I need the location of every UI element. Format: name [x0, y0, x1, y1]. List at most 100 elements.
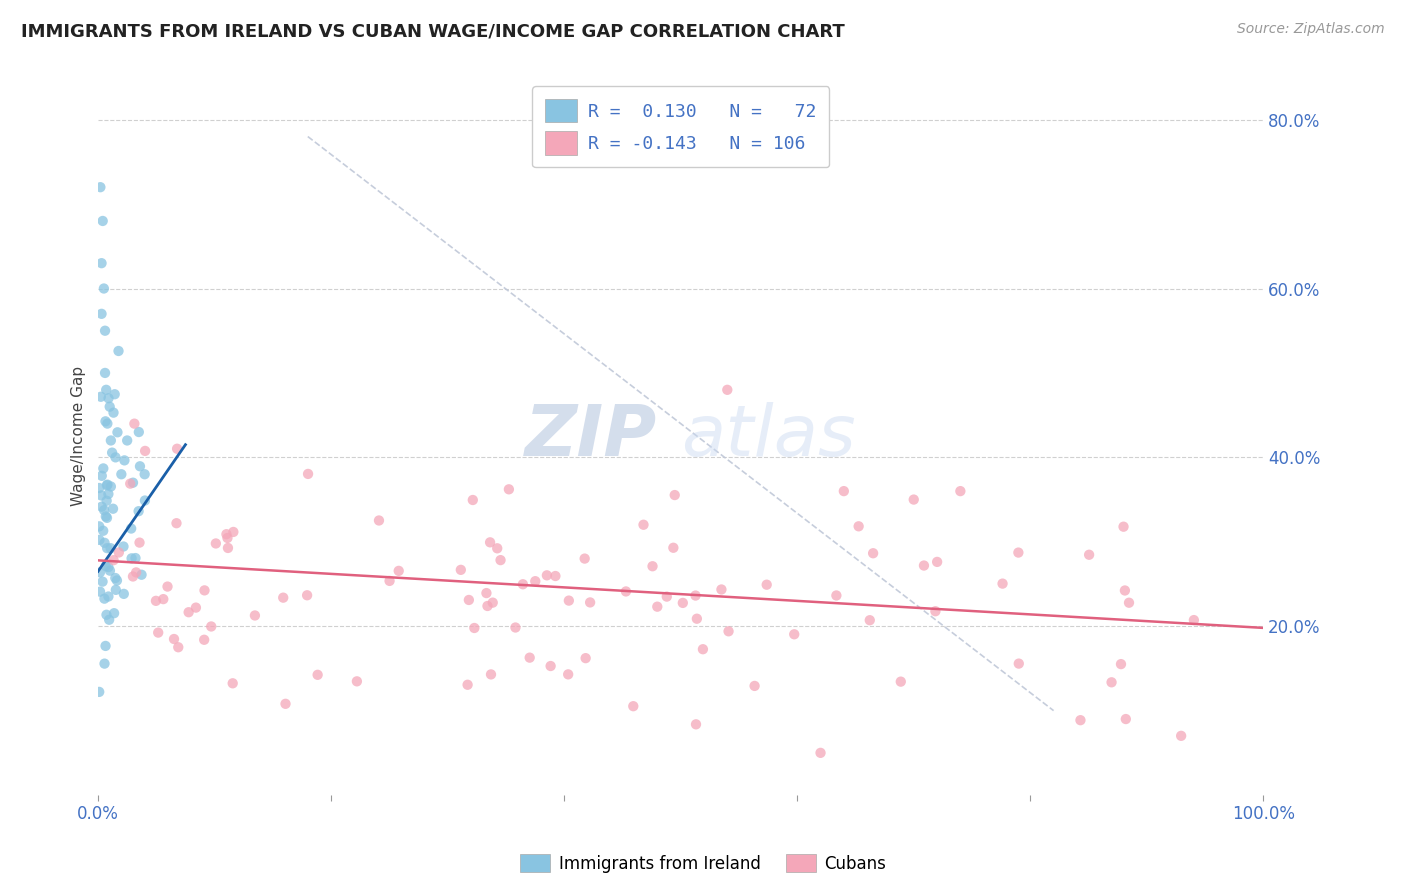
Point: [912, 558, 935, 573]
Point: [498, 483, 520, 497]
Point: [307, 668, 329, 682]
Point: [89, 685, 111, 699]
Point: [614, 584, 637, 599]
Point: [574, 551, 596, 566]
Point: [243, 608, 266, 623]
Point: [641, 559, 664, 574]
Point: [104, 582, 127, 597]
Point: [557, 667, 579, 681]
Point: [744, 679, 766, 693]
Point: [664, 488, 686, 502]
Point: [1008, 657, 1031, 671]
Point: [193, 632, 215, 647]
Point: [122, 475, 145, 490]
Point: [184, 600, 207, 615]
Point: [479, 535, 502, 549]
Point: [124, 551, 146, 566]
Point: [107, 425, 129, 440]
Point: [134, 493, 156, 508]
Point: [1069, 713, 1091, 727]
Point: [1109, 657, 1132, 672]
Point: [100, 541, 122, 556]
Point: [91, 524, 114, 538]
Point: [112, 540, 135, 554]
Text: IMMIGRANTS FROM IRELAND VS CUBAN WAGE/INCOME GAP CORRELATION CHART: IMMIGRANTS FROM IRELAND VS CUBAN WAGE/IN…: [21, 22, 845, 40]
Point: [101, 501, 124, 516]
Point: [477, 599, 499, 613]
Point: [93, 657, 115, 671]
Point: [104, 387, 127, 401]
Point: [91, 461, 114, 475]
Point: [89, 519, 111, 533]
Text: atlas: atlas: [681, 401, 855, 471]
Point: [89, 584, 111, 599]
Point: [662, 541, 685, 555]
Point: [103, 406, 125, 420]
Point: [810, 746, 832, 760]
Point: [633, 517, 655, 532]
Point: [148, 625, 170, 640]
Point: [97, 590, 120, 604]
Point: [128, 504, 150, 518]
Point: [112, 453, 135, 467]
Point: [98, 613, 121, 627]
Point: [575, 651, 598, 665]
Point: [93, 503, 115, 517]
Point: [686, 612, 709, 626]
Legend: R =  0.130   N =   72, R = -0.143   N = 106: R = 0.130 N = 72, R = -0.143 N = 106: [533, 87, 830, 167]
Point: [536, 568, 558, 582]
Point: [378, 574, 401, 588]
Point: [90, 307, 112, 321]
Point: [166, 442, 188, 456]
Point: [859, 613, 882, 627]
Point: [825, 589, 848, 603]
Point: [134, 444, 156, 458]
Point: [645, 599, 668, 614]
Point: [489, 553, 512, 567]
Point: [215, 527, 238, 541]
Point: [1112, 519, 1135, 533]
Point: [271, 591, 294, 605]
Point: [128, 535, 150, 549]
Point: [924, 604, 946, 618]
Point: [96, 417, 118, 431]
Point: [297, 467, 319, 481]
Point: [103, 553, 125, 567]
Point: [96, 511, 118, 525]
Point: [90, 500, 112, 514]
Point: [193, 583, 215, 598]
Point: [862, 546, 884, 560]
Point: [163, 632, 186, 646]
Point: [832, 484, 855, 499]
Point: [655, 590, 678, 604]
Point: [128, 425, 150, 439]
Point: [475, 586, 498, 600]
Point: [1182, 613, 1205, 627]
Point: [97, 560, 120, 574]
Point: [505, 620, 527, 634]
Point: [105, 574, 128, 588]
Point: [716, 383, 738, 397]
Point: [97, 391, 120, 405]
Point: [450, 563, 472, 577]
Point: [1118, 596, 1140, 610]
Point: [685, 717, 707, 731]
Point: [101, 445, 124, 459]
Point: [295, 588, 318, 602]
Point: [692, 642, 714, 657]
Point: [949, 484, 972, 499]
Point: [1101, 675, 1123, 690]
Point: [89, 180, 111, 194]
Point: [685, 589, 707, 603]
Point: [177, 605, 200, 619]
Legend: Immigrants from Ireland, Cubans: Immigrants from Ireland, Cubans: [513, 847, 893, 880]
Point: [97, 487, 120, 501]
Point: [93, 281, 115, 295]
Point: [457, 593, 479, 607]
Point: [122, 569, 145, 583]
Point: [783, 627, 806, 641]
Point: [93, 591, 115, 606]
Point: [94, 639, 117, 653]
Point: [96, 383, 118, 397]
Point: [100, 434, 122, 448]
